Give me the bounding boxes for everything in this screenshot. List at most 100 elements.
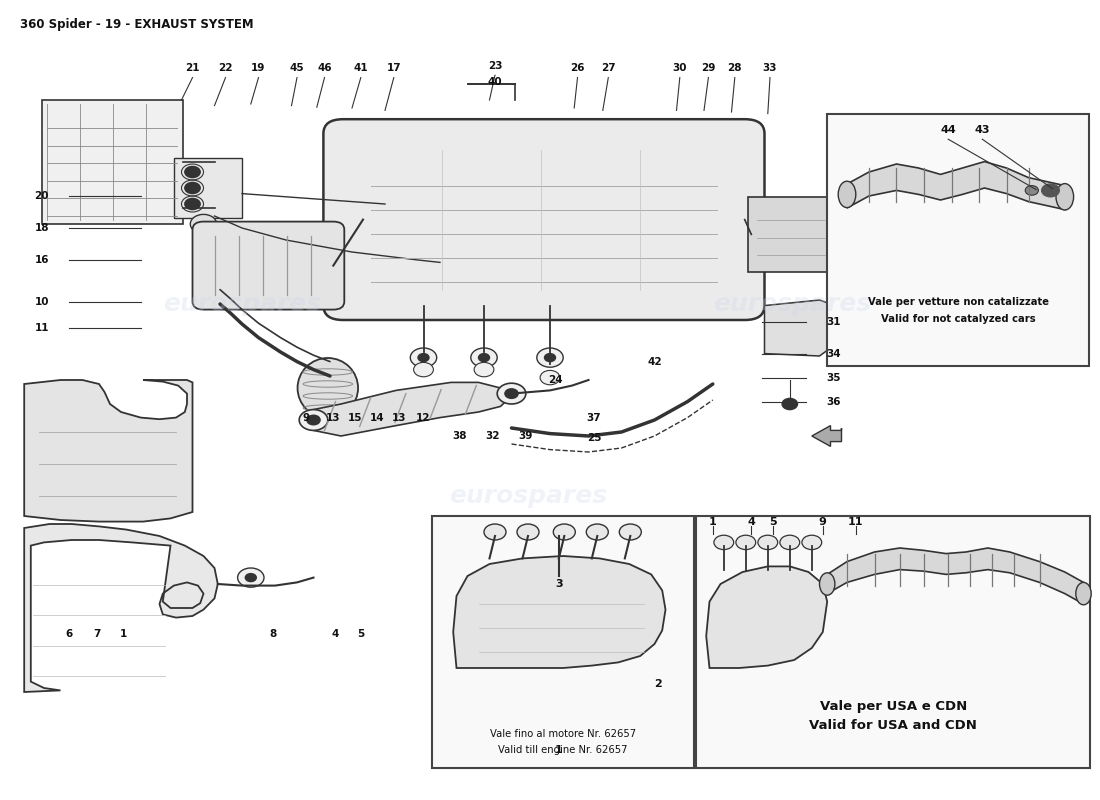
FancyBboxPatch shape [192,222,344,310]
Text: Valid for USA and CDN: Valid for USA and CDN [810,719,977,732]
Circle shape [586,524,608,540]
Circle shape [185,182,200,194]
Text: 32: 32 [485,431,501,441]
Ellipse shape [838,181,856,208]
Circle shape [758,535,778,550]
Text: 31: 31 [826,317,842,326]
Text: 2: 2 [653,679,662,689]
Circle shape [185,198,200,210]
Circle shape [537,348,563,367]
Text: 33: 33 [762,63,778,73]
Circle shape [1042,184,1059,197]
Circle shape [414,362,433,377]
Text: 46: 46 [317,63,332,73]
Polygon shape [706,566,827,668]
Text: 24: 24 [548,375,563,385]
Circle shape [1025,186,1038,195]
Ellipse shape [1056,183,1074,210]
Text: 9: 9 [302,413,309,422]
Text: 11: 11 [34,323,50,333]
Circle shape [497,383,526,404]
Circle shape [238,568,264,587]
Circle shape [245,574,256,582]
Circle shape [185,166,200,178]
Circle shape [505,389,518,398]
FancyBboxPatch shape [42,100,183,224]
Text: Valid for not catalyzed cars: Valid for not catalyzed cars [881,314,1035,324]
Text: 21: 21 [185,63,200,73]
Text: 8: 8 [270,629,276,638]
Text: 15: 15 [348,413,363,422]
Circle shape [517,524,539,540]
Ellipse shape [820,573,835,595]
Circle shape [802,535,822,550]
Text: 22: 22 [218,63,233,73]
Text: 5: 5 [770,517,777,526]
Circle shape [544,354,556,362]
Text: 30: 30 [672,63,688,73]
Polygon shape [453,556,666,668]
Polygon shape [24,524,218,692]
Text: 40: 40 [487,77,503,86]
Text: 19: 19 [251,63,266,73]
Text: 25: 25 [586,434,602,443]
Text: 18: 18 [34,223,50,233]
Circle shape [540,370,560,385]
FancyBboxPatch shape [827,114,1089,366]
Polygon shape [24,380,192,522]
Text: 13: 13 [392,413,407,422]
Circle shape [619,524,641,540]
Text: 360 Spider - 19 - EXHAUST SYSTEM: 360 Spider - 19 - EXHAUST SYSTEM [20,18,253,30]
Text: 39: 39 [518,431,534,441]
Text: 4: 4 [747,517,756,526]
Circle shape [299,410,328,430]
Text: 42: 42 [647,357,662,366]
Text: 9: 9 [818,517,827,526]
Text: Vale per USA e CDN: Vale per USA e CDN [820,700,967,713]
Text: 44: 44 [940,125,956,134]
Text: 1: 1 [120,629,127,638]
Text: 16: 16 [34,255,50,265]
Text: Vale fino al motore Nr. 62657: Vale fino al motore Nr. 62657 [491,729,636,738]
FancyBboxPatch shape [432,516,694,768]
Text: 36: 36 [826,397,842,406]
Circle shape [780,535,800,550]
Circle shape [474,362,494,377]
Polygon shape [827,548,1084,604]
Text: eurospares: eurospares [713,292,871,316]
Circle shape [782,398,797,410]
Text: 5: 5 [358,629,364,638]
Circle shape [736,535,756,550]
Text: 20: 20 [34,191,50,201]
Text: 41: 41 [353,63,369,73]
Text: 38: 38 [452,431,468,441]
Text: eurospares: eurospares [449,484,607,508]
Ellipse shape [1076,582,1091,605]
Text: Valid till engine Nr. 62657: Valid till engine Nr. 62657 [498,745,628,754]
Ellipse shape [297,358,359,418]
Text: 7: 7 [94,629,100,638]
FancyBboxPatch shape [323,119,764,320]
Text: 28: 28 [727,63,742,73]
Polygon shape [847,162,1065,210]
Text: 43: 43 [975,125,990,134]
Text: 3: 3 [556,579,562,589]
Polygon shape [306,382,512,436]
Circle shape [484,524,506,540]
Text: 26: 26 [570,63,585,73]
Text: Vale per vetture non catalizzate: Vale per vetture non catalizzate [868,297,1048,306]
Text: 35: 35 [826,373,842,382]
Text: 37: 37 [586,413,602,422]
Polygon shape [764,300,830,356]
Circle shape [478,354,490,362]
Text: 14: 14 [370,413,385,422]
Circle shape [307,415,320,425]
Circle shape [418,354,429,362]
Text: 6: 6 [66,629,73,638]
Text: 17: 17 [386,63,402,73]
Text: 12: 12 [416,413,431,422]
Text: 13: 13 [326,413,341,422]
Text: 45: 45 [289,63,305,73]
Circle shape [410,348,437,367]
Polygon shape [812,426,842,446]
